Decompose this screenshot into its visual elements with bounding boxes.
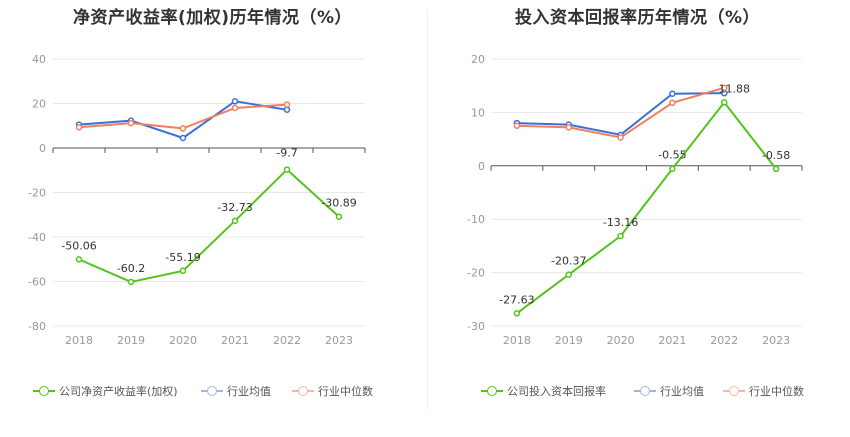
series-line-company <box>78 168 340 283</box>
x-tick-label: 2018 <box>65 334 93 347</box>
x-tick-label: 2023 <box>325 334 353 347</box>
data-point-company <box>335 213 343 220</box>
legend-item-avg[interactable]: 行业均值 <box>634 381 704 401</box>
legend: 公司投入资本回报率 行业均值 行业中位数 <box>425 381 850 401</box>
legend-label: 行业均值 <box>660 385 704 398</box>
legend-label: 公司投入资本回报率 <box>507 385 606 398</box>
data-point-company <box>513 310 521 317</box>
series-line-company <box>516 100 777 315</box>
x-tick-label: 2021 <box>221 334 249 347</box>
chart-title: 投入资本回报率历年情况（%） <box>514 8 761 28</box>
chart-title: 净资产收益率(加权)历年情况（%） <box>72 8 353 28</box>
data-point-avg <box>283 106 291 113</box>
data-point-median <box>127 119 135 127</box>
y-tick-label: 0 <box>478 160 485 173</box>
y-tick-label: 20 <box>32 98 46 111</box>
data-point-median <box>231 104 239 112</box>
legend-marker-icon <box>634 385 656 397</box>
x-tick-label: 2022 <box>710 334 738 347</box>
y-tick-label: 10 <box>471 106 485 119</box>
legend-item-company[interactable]: 公司投入资本回报率 <box>481 381 606 401</box>
data-point-company <box>617 232 624 240</box>
x-tick-label: 2019 <box>117 334 145 347</box>
x-tick-label: 2020 <box>169 334 197 347</box>
chart-plot-roe: 40 20 0 -20 -40 -60 -80 2018 2019 2020 2021 2022 202… <box>28 53 366 347</box>
data-point-median <box>283 101 291 108</box>
data-point-company <box>127 278 135 286</box>
legend-label: 行业中位数 <box>749 385 804 398</box>
data-label: -55.19 <box>165 251 200 264</box>
y-tick-label: 0 <box>39 142 46 155</box>
panel-divider <box>427 10 428 410</box>
legend-item-median[interactable]: 行业中位数 <box>723 381 804 401</box>
y-tick-label: 20 <box>471 53 485 66</box>
data-point-company <box>565 271 572 278</box>
data-label: 11.88 <box>719 82 751 95</box>
x-tick-label: 2021 <box>658 334 686 347</box>
data-label: -9.7 <box>276 147 297 160</box>
y-tick-label: -40 <box>28 231 46 244</box>
data-point-company <box>75 256 83 263</box>
data-label: -13.16 <box>603 216 638 229</box>
legend-marker-icon <box>723 385 745 397</box>
data-point-avg <box>179 134 187 142</box>
y-tick-label: -20 <box>28 187 46 200</box>
data-point-median <box>513 122 521 129</box>
data-point-median <box>75 124 83 131</box>
y-tick-label: -60 <box>28 276 46 289</box>
x-tick-label: 2018 <box>503 334 531 347</box>
legend-label: 行业中位数 <box>318 385 373 398</box>
data-label: -0.55 <box>658 149 686 162</box>
legend-item-median[interactable]: 行业中位数 <box>292 381 373 401</box>
data-point-company <box>231 217 239 225</box>
data-point-median <box>617 134 624 141</box>
data-label: -20.37 <box>551 255 586 268</box>
chart-plot-roic: 20 10 0 -10 -20 -30 2018 2019 2020 2021 2022 2023 -2… <box>467 53 803 347</box>
data-point-median <box>669 99 676 107</box>
chart-panel-roic: 投入资本回报率历年情况（%） 20 10 0 -10 -20 -30 2018 2019 202… <box>425 0 850 437</box>
y-tick-label: -80 <box>28 320 46 333</box>
data-point-avg <box>669 90 676 97</box>
data-point-company <box>772 165 780 173</box>
legend-marker-icon <box>33 385 55 397</box>
data-point-company <box>669 165 676 172</box>
legend-marker-icon <box>481 385 503 397</box>
legend-marker-icon <box>292 385 314 397</box>
series-line-avg <box>516 92 725 136</box>
data-point-median <box>565 124 572 131</box>
data-point-company <box>721 99 728 106</box>
data-point-median <box>179 125 187 132</box>
legend-marker-icon <box>201 385 223 397</box>
data-label: -50.06 <box>61 239 96 252</box>
x-tick-label: 2020 <box>607 334 635 347</box>
x-tick-label: 2022 <box>273 334 301 347</box>
y-tick-label: -20 <box>467 267 485 280</box>
y-tick-label: -10 <box>467 213 485 226</box>
data-point-median <box>721 84 728 92</box>
data-label: -30.89 <box>321 197 356 210</box>
data-label: -60.2 <box>117 262 145 275</box>
data-label: -32.73 <box>217 201 252 214</box>
data-label: -0.58 <box>762 149 790 162</box>
x-tick-label: 2023 <box>762 334 790 347</box>
data-label: -27.63 <box>499 293 534 306</box>
y-tick-label: -30 <box>467 320 485 333</box>
data-point-company <box>283 166 291 173</box>
y-tick-label: 40 <box>32 53 46 66</box>
legend-label: 公司净资产收益率(加权) <box>59 385 178 398</box>
legend-item-company[interactable]: 公司净资产收益率(加权) <box>33 381 178 401</box>
chart-panel-roe: 净资产收益率(加权)历年情况（%） 40 20 0 -20 -40 -60 -80 2018 2… <box>0 8 425 401</box>
data-point-avg <box>231 98 239 105</box>
legend: 公司净资产收益率(加权) 行业均值 行业中位数 <box>0 381 425 401</box>
series-line-median <box>78 103 288 130</box>
x-tick-label: 2019 <box>555 334 583 347</box>
data-point-company <box>179 267 187 275</box>
legend-label: 行业均值 <box>227 385 271 398</box>
legend-item-avg[interactable]: 行业均值 <box>201 381 271 401</box>
